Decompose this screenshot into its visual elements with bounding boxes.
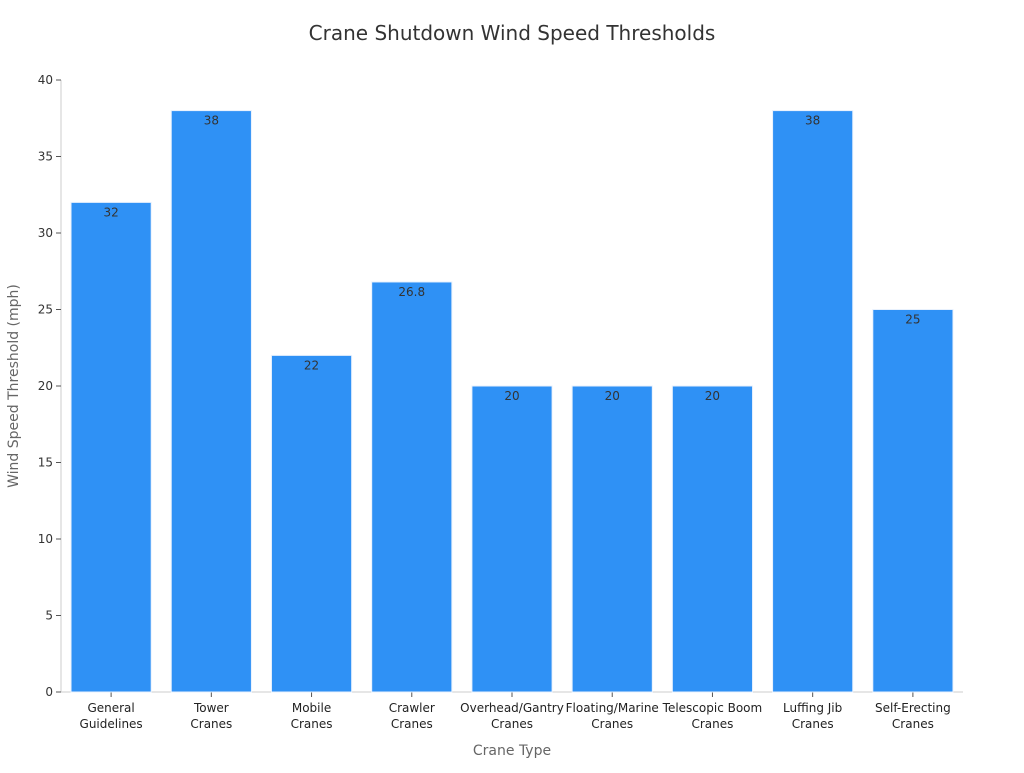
x-tick-label-line: Self-Erecting	[875, 701, 951, 715]
x-tick-label-line: Telescopic Boom	[662, 701, 763, 715]
x-tick-label-line: Crawler	[389, 701, 435, 715]
bar-value-label: 26.8	[398, 285, 425, 299]
x-axis-title: Crane Type	[473, 743, 551, 759]
bar	[471, 385, 553, 693]
bar-value-label: 38	[204, 114, 219, 128]
bar-value-label: 20	[504, 389, 519, 403]
bar-value-label: 32	[103, 205, 118, 219]
y-tick-label: 0	[45, 685, 53, 699]
bar-value-label: 22	[304, 358, 319, 372]
x-tick-label-line: Mobile	[292, 701, 331, 715]
bar	[772, 110, 854, 693]
x-tick-label-line: Cranes	[792, 717, 834, 731]
x-tick-label-line: Guidelines	[80, 717, 143, 731]
x-tick-label-line: Cranes	[892, 717, 934, 731]
bar	[371, 281, 453, 693]
x-tick-label: Mobile Cranes	[291, 701, 333, 731]
bar-value-label: 38	[805, 114, 820, 128]
labels-group: 32 General Guidelines 38 Tower Cranes 22 Mobile…	[80, 114, 951, 731]
bar	[872, 309, 954, 693]
x-tick-label-line: Overhead/Gantry	[460, 701, 564, 715]
x-tick-label-line: Cranes	[391, 717, 433, 731]
bar	[671, 385, 754, 693]
x-tick-label-line: Floating/Marine	[566, 701, 659, 715]
bar-value-label: 20	[705, 389, 720, 403]
x-tick-label: Overhead/Gantry Cranes	[460, 701, 564, 731]
x-tick-label: General Guidelines	[80, 701, 143, 731]
x-tick-label-line: Cranes	[190, 717, 232, 731]
y-tick-label: 20	[38, 379, 53, 393]
y-tick-label: 15	[38, 456, 53, 470]
y-tick-label: 10	[38, 532, 53, 546]
x-tick-label: Floating/Marine Cranes	[566, 701, 659, 731]
x-tick-label-line: Luffing Jib	[783, 701, 842, 715]
y-tick-label: 40	[38, 73, 53, 87]
x-tick-label: Self-Erecting Cranes	[875, 701, 951, 731]
x-tick-label: Tower Cranes	[190, 701, 232, 731]
x-tick-label: Telescopic Boom Cranes	[662, 701, 763, 731]
y-tick-label: 5	[45, 609, 53, 623]
bar-value-label: 25	[905, 313, 920, 327]
x-tick-label-line: General	[87, 701, 134, 715]
x-tick-label: Luffing Jib Cranes	[783, 701, 842, 731]
x-tick-label-line: Cranes	[291, 717, 333, 731]
x-tick-label-line: Cranes	[491, 717, 533, 731]
x-tick-label-line: Cranes	[591, 717, 633, 731]
bar	[270, 354, 353, 693]
y-axis-title: Wind Speed Threshold (mph)	[6, 284, 22, 488]
bar	[571, 385, 653, 693]
bar	[70, 201, 152, 693]
bar-value-label: 20	[605, 389, 620, 403]
chart-title: Crane Shutdown Wind Speed Thresholds	[309, 21, 716, 45]
y-tick-label: 25	[38, 303, 53, 317]
x-tick-label: Crawler Cranes	[389, 701, 435, 731]
x-tick-label-line: Cranes	[691, 717, 733, 731]
x-tick-label-line: Tower	[193, 701, 229, 715]
y-tick-label: 35	[38, 150, 53, 164]
bar	[170, 110, 252, 693]
bars-group	[70, 110, 954, 693]
y-tick-label: 30	[38, 226, 53, 240]
